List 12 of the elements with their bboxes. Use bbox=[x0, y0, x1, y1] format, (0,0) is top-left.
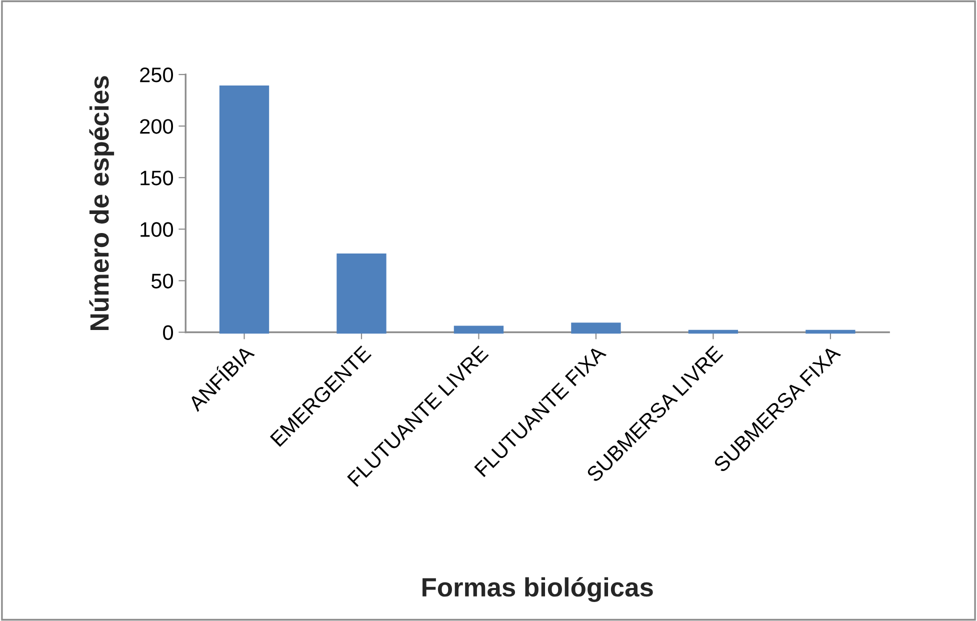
bar bbox=[454, 326, 504, 334]
y-tick-label: 200 bbox=[140, 119, 174, 134]
y-tick-label: 50 bbox=[151, 274, 174, 288]
y-tick-label: 100 bbox=[140, 222, 174, 237]
bar bbox=[219, 86, 270, 334]
y-tick-label: 0 bbox=[163, 325, 174, 340]
y-tick-label: 150 bbox=[140, 170, 174, 186]
bar bbox=[336, 254, 386, 334]
y-axis-title: Número de espécies bbox=[89, 76, 114, 330]
x-axis-title: Formas biológicas bbox=[422, 577, 653, 602]
bar bbox=[571, 322, 621, 334]
y-tick-label: 250 bbox=[140, 68, 174, 82]
